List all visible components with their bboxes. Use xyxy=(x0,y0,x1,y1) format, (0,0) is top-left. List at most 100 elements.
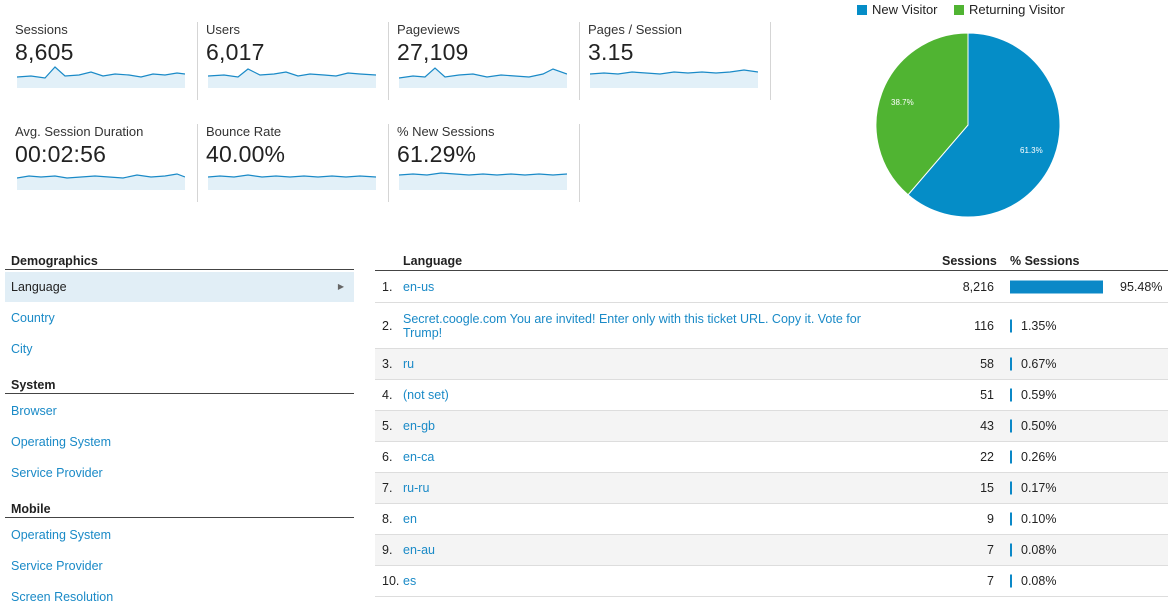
language-link[interactable]: ru xyxy=(403,357,415,371)
language-link[interactable]: ru-ru xyxy=(403,481,430,495)
sessions-share-bar xyxy=(1010,388,1012,402)
returning-visitor-swatch xyxy=(954,5,964,15)
nav-item-city[interactable]: City xyxy=(11,342,33,356)
language-link[interactable]: en xyxy=(403,512,417,526)
nav-item-screen-resolution[interactable]: Screen Resolution xyxy=(11,590,114,604)
sessions-share-bar xyxy=(1010,574,1012,588)
row-number: 6. xyxy=(382,450,393,464)
visitor-type-pie-chart[interactable] xyxy=(873,30,1063,220)
metric-users[interactable]: Users 6,017 xyxy=(206,22,389,100)
avg-session-duration-sparkline xyxy=(17,173,185,190)
sessions-value: 7 xyxy=(987,574,994,588)
row-number: 9. xyxy=(382,543,393,557)
metric-label: Users xyxy=(206,22,240,37)
pie-slice-returning-visitor[interactable] xyxy=(875,32,969,196)
new-visitor-swatch xyxy=(857,5,867,15)
table-row: 1. en-us 8,216 95.48% xyxy=(375,272,1168,303)
sessions-value: 58 xyxy=(980,357,994,371)
pct-sessions-value: 0.08% xyxy=(1021,543,1057,557)
column-header-language[interactable]: Language xyxy=(403,254,463,268)
sessions-share-bar xyxy=(1010,357,1012,371)
pct-sessions-value: 0.59% xyxy=(1021,388,1057,402)
metric-sessions[interactable]: Sessions 8,605 xyxy=(15,22,198,100)
metric-label: Pages / Session xyxy=(588,22,682,37)
nav-item-mobile-service-provider[interactable]: Service Provider xyxy=(11,559,103,573)
column-header-sessions[interactable]: Sessions xyxy=(942,254,997,268)
table-row: 8. en 9 0.10% xyxy=(375,504,1168,535)
sessions-value: 7 xyxy=(987,543,994,557)
metric-label: % New Sessions xyxy=(397,124,495,139)
sessions-value: 43 xyxy=(980,419,994,433)
nav-item-operating-system[interactable]: Operating System xyxy=(11,435,112,449)
sessions-share-bar xyxy=(1010,481,1012,495)
table-row: 7. ru-ru 15 0.17% xyxy=(375,473,1168,504)
pie-slice-new-visitor[interactable] xyxy=(907,32,1061,218)
sessions-share-bar xyxy=(1010,512,1012,526)
pct-sessions-value: 1.35% xyxy=(1021,318,1057,333)
pie-label-new-visitor: 61.3% xyxy=(1020,146,1043,155)
metric-label: Bounce Rate xyxy=(206,124,282,139)
sessions-value: 15 xyxy=(980,481,994,495)
pct-new-sessions-sparkline xyxy=(399,172,567,190)
pct-sessions-value: 0.26% xyxy=(1021,450,1057,464)
metric-pageviews[interactable]: Pageviews 27,109 xyxy=(397,22,580,100)
language-link[interactable]: Secret.coogle.com You are invited! Enter… xyxy=(403,311,861,340)
sessions-value: 8,216 xyxy=(962,280,994,294)
chevron-right-icon: ▶ xyxy=(337,282,344,291)
nav-item-mobile-operating-system[interactable]: Operating System xyxy=(11,528,112,542)
table-row: 9. en-au 7 0.08% xyxy=(375,535,1168,566)
metric-label: Avg. Session Duration xyxy=(15,124,144,139)
metric-value: 40.00% xyxy=(206,141,286,167)
metric-value: 00:02:56 xyxy=(15,141,107,167)
sessions-value: 116 xyxy=(974,318,994,333)
language-link[interactable]: en-us xyxy=(403,280,435,294)
table-row: 3. ru 58 0.67% xyxy=(375,349,1168,380)
sessions-share-bar xyxy=(1010,280,1103,294)
metric-pct-new-sessions[interactable]: % New Sessions 61.29% xyxy=(397,124,580,202)
metric-value: 8,605 xyxy=(15,39,74,65)
row-number: 1. xyxy=(382,280,393,294)
language-link[interactable]: en-ca xyxy=(403,450,435,464)
pct-sessions-value: 0.67% xyxy=(1021,357,1057,371)
column-header-pct-sessions[interactable]: % Sessions xyxy=(1010,254,1080,268)
pct-sessions-value: 0.10% xyxy=(1021,512,1057,526)
sessions-value: 51 xyxy=(980,388,994,402)
pages-per-session-sparkline xyxy=(590,69,758,88)
legend-new-visitor: New Visitor xyxy=(857,2,938,17)
sessions-share-bar xyxy=(1010,319,1012,332)
nav-item-label: Language xyxy=(11,280,67,294)
row-number: 10. xyxy=(382,574,400,588)
language-link[interactable]: en-gb xyxy=(403,419,435,433)
nav-heading-demographics: Demographics xyxy=(5,254,354,270)
legend-returning-visitor: Returning Visitor xyxy=(954,2,1065,17)
nav-item-service-provider[interactable]: Service Provider xyxy=(11,466,103,480)
table-row: 6. en-ca 22 0.26% xyxy=(375,442,1168,473)
metric-value: 3.15 xyxy=(588,39,634,65)
language-link[interactable]: es xyxy=(403,574,417,588)
sessions-share-bar xyxy=(1010,419,1012,433)
sessions-value: 9 xyxy=(987,512,994,526)
nav-heading-mobile: Mobile xyxy=(5,502,354,518)
sessions-share-bar xyxy=(1010,543,1012,557)
metric-avg-session-duration[interactable]: Avg. Session Duration 00:02:56 xyxy=(15,124,198,202)
nav-item-language[interactable]: Language ▶ xyxy=(5,272,354,302)
sessions-value: 22 xyxy=(980,450,994,464)
users-sparkline xyxy=(208,68,376,88)
pct-sessions-value: 0.08% xyxy=(1021,574,1057,588)
nav-item-browser[interactable]: Browser xyxy=(11,404,57,418)
table-row: 2. Secret.coogle.com You are invited! En… xyxy=(375,303,1168,349)
row-number: 5. xyxy=(382,419,393,433)
metric-bounce-rate[interactable]: Bounce Rate 40.00% xyxy=(206,124,389,202)
table-header-divider xyxy=(375,270,1168,271)
table-row: 4. (not set) 51 0.59% xyxy=(375,380,1168,411)
metric-value: 27,109 xyxy=(397,39,469,65)
language-link[interactable]: (not set) xyxy=(403,388,449,402)
pct-sessions-value: 0.17% xyxy=(1021,481,1057,495)
nav-item-country[interactable]: Country xyxy=(11,311,55,325)
language-link[interactable]: en-au xyxy=(403,543,435,557)
nav-heading-system: System xyxy=(5,378,354,394)
pie-label-returning-visitor: 38.7% xyxy=(891,98,914,107)
legend-label: New Visitor xyxy=(872,2,938,17)
pageviews-sparkline xyxy=(399,67,567,88)
metric-pages-per-session[interactable]: Pages / Session 3.15 xyxy=(588,22,771,100)
